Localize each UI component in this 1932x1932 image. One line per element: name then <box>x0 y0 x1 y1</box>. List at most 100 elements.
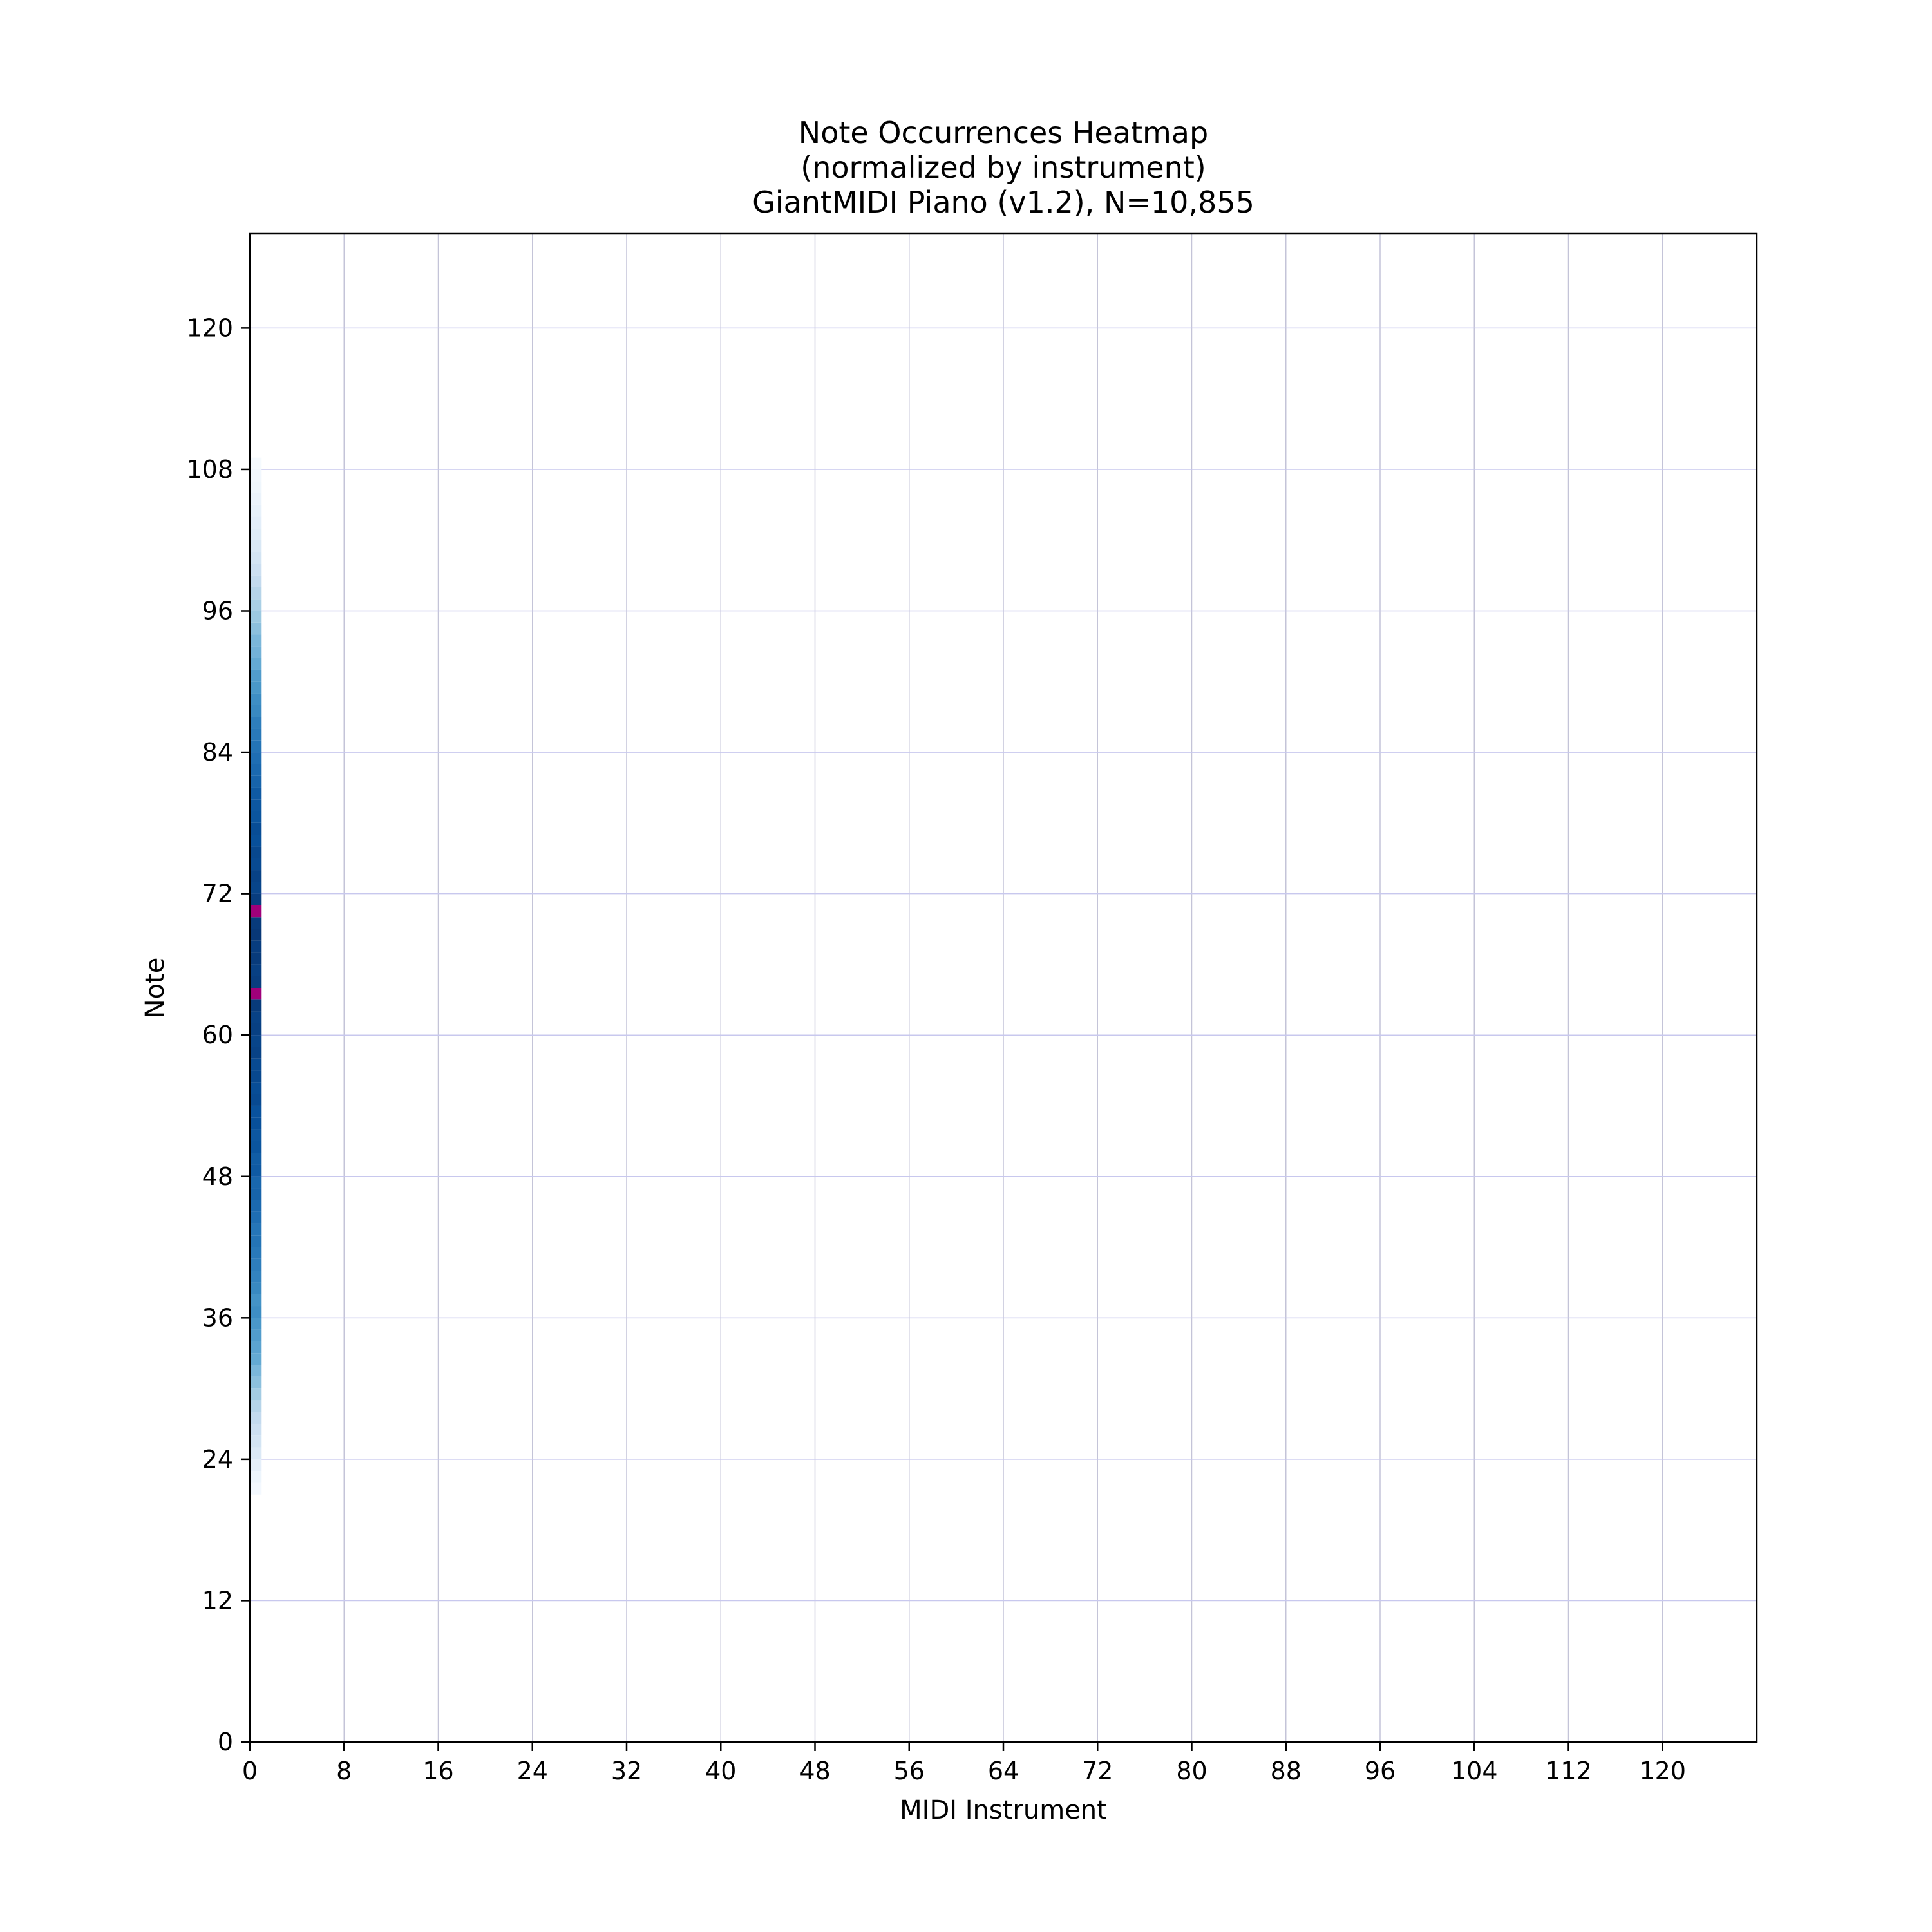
heatmap-cell <box>250 611 262 623</box>
heatmap-cell <box>250 740 262 753</box>
heatmap-cell <box>250 822 262 835</box>
heatmap-cell <box>250 1129 262 1141</box>
heatmap-cell <box>250 1153 262 1165</box>
heatmap-cells <box>250 457 262 1495</box>
heatmap-cell <box>250 1329 262 1341</box>
heatmap-cell <box>250 1294 262 1307</box>
heatmap-cell <box>250 976 262 988</box>
heatmap-cell <box>250 622 262 635</box>
heatmap-cell <box>250 1459 262 1472</box>
heatmap-cell <box>250 552 262 564</box>
heatmap-cell <box>250 634 262 647</box>
y-tick-label: 96 <box>202 597 233 625</box>
y-tick-label: 12 <box>202 1586 233 1615</box>
heatmap-cell <box>250 504 262 517</box>
heatmap-cell <box>250 1341 262 1354</box>
heatmap-cell <box>250 1176 262 1189</box>
heatmap-cell <box>250 587 262 600</box>
y-tick-label: 48 <box>202 1162 233 1191</box>
heatmap-cell <box>250 1200 262 1212</box>
heatmap-cell <box>250 1447 262 1459</box>
heatmap-cell <box>250 1376 262 1389</box>
heatmap-cell <box>250 917 262 929</box>
heatmap-cell <box>250 1388 262 1401</box>
heatmap-cell <box>250 882 262 894</box>
y-tick-label: 24 <box>202 1445 233 1473</box>
heatmap-cell <box>250 1141 262 1153</box>
x-tick-label: 8 <box>336 1757 352 1785</box>
title-line-3: GiantMIDI Piano (v1.2), N=10,855 <box>752 185 1255 220</box>
heatmap-cell <box>250 893 262 905</box>
heatmap-cell <box>250 717 262 729</box>
heatmap-cell <box>250 516 262 529</box>
heatmap-cell <box>250 952 262 965</box>
heatmap-cell <box>250 1188 262 1200</box>
heatmap-cell <box>250 469 262 482</box>
heatmap-cell <box>250 1070 262 1083</box>
heatmap-cell <box>250 787 262 800</box>
x-tick-label: 120 <box>1639 1757 1686 1785</box>
x-tick-label: 96 <box>1365 1757 1396 1785</box>
heatmap-cell <box>250 775 262 788</box>
heatmap-cell <box>250 681 262 694</box>
heatmap-cell <box>250 1211 262 1224</box>
x-tick-label: 48 <box>799 1757 830 1785</box>
y-tick-label: 36 <box>202 1303 233 1332</box>
x-tick-label: 32 <box>611 1757 642 1785</box>
x-tick-label: 56 <box>894 1757 925 1785</box>
x-tick-label: 0 <box>242 1757 258 1785</box>
heatmap-cell <box>250 846 262 858</box>
heatmap-cell <box>250 1247 262 1259</box>
heatmap-cell <box>250 481 262 493</box>
heatmap-cell <box>250 669 262 682</box>
x-tick-label: 24 <box>517 1757 548 1785</box>
heatmap-cell <box>250 1011 262 1023</box>
heatmap-cell <box>250 1105 262 1118</box>
heatmap-cell <box>250 1046 262 1059</box>
title-line-2: (normalized by instrument) <box>800 150 1206 185</box>
heatmap-cell <box>250 646 262 658</box>
heatmap-cell <box>250 752 262 764</box>
heatmap-cell <box>250 1318 262 1330</box>
x-tick-label: 80 <box>1176 1757 1207 1785</box>
heatmap-cell <box>250 1306 262 1318</box>
heatmap-cell <box>250 705 262 717</box>
heatmap-cell <box>250 1094 262 1106</box>
x-tick-label: 64 <box>988 1757 1019 1785</box>
grid-lines <box>249 234 1757 1743</box>
y-tick-label: 84 <box>202 738 233 766</box>
heatmap-cell <box>250 457 262 469</box>
heatmap-cell <box>250 1353 262 1365</box>
heatmap-cell <box>250 1400 262 1412</box>
heatmap-cell <box>250 728 262 741</box>
chart-title: Note Occurrences Heatmap (normalized by … <box>752 115 1255 220</box>
heatmap-cell <box>250 1035 262 1047</box>
heatmap-cell <box>250 1482 262 1495</box>
heatmap-cell <box>250 1223 262 1236</box>
heatmap-cell <box>250 575 262 587</box>
heatmap-cell <box>250 905 262 918</box>
heatmap-cell <box>250 693 262 705</box>
heatmap-cell <box>250 1271 262 1283</box>
y-tick-label: 120 <box>186 314 233 342</box>
x-axis-ticks: 0 8 16 24 32 40 48 56 64 72 80 88 96 104 112 120 <box>242 1742 1686 1785</box>
y-axis-label: Note <box>140 958 170 1019</box>
heatmap-cell <box>250 940 262 953</box>
heatmap-cell <box>250 1412 262 1424</box>
heatmap-cell <box>250 1471 262 1483</box>
y-tick-label: 72 <box>202 880 233 908</box>
heatmap-cell <box>250 1023 262 1036</box>
heatmap-cell <box>250 929 262 941</box>
title-line-1: Note Occurrences Heatmap <box>799 115 1208 150</box>
heatmap-cell <box>250 493 262 505</box>
heatmap-cell <box>250 1365 262 1377</box>
heatmap-cell <box>250 540 262 553</box>
heatmap-cell <box>250 764 262 776</box>
y-tick-label: 0 <box>218 1728 233 1756</box>
x-tick-label: 104 <box>1451 1757 1498 1785</box>
heatmap-cell <box>250 599 262 611</box>
heatmap-cell <box>250 1082 262 1094</box>
heatmap-cell <box>250 835 262 847</box>
